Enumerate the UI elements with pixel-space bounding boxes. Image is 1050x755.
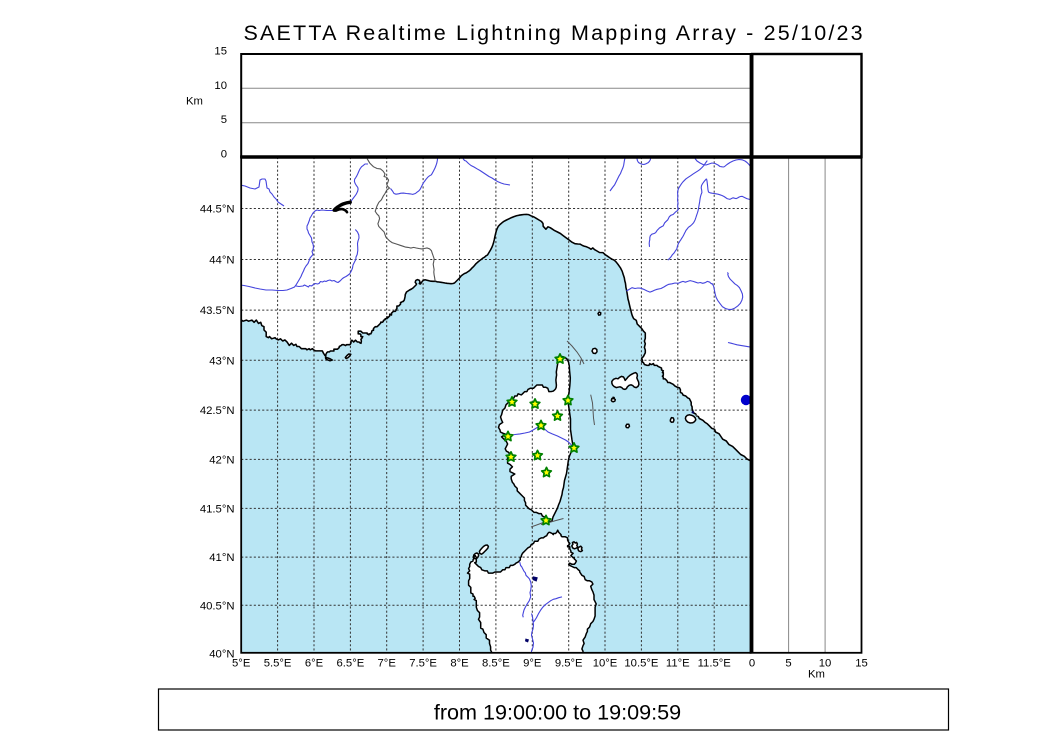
- svg-text:10: 10: [214, 80, 227, 92]
- svg-text:43°N: 43°N: [209, 355, 234, 367]
- svg-text:6°E: 6°E: [305, 658, 324, 670]
- svg-text:SAETTA Realtime Lightning Mapp: SAETTA Realtime Lightning Mapping Array …: [244, 21, 865, 45]
- svg-text:44.5°N: 44.5°N: [200, 204, 235, 216]
- svg-text:5: 5: [785, 658, 791, 670]
- svg-text:Km: Km: [808, 669, 825, 681]
- svg-text:5°E: 5°E: [232, 658, 251, 670]
- svg-text:from 19:00:00 to 19:09:59: from 19:00:00 to 19:09:59: [434, 700, 681, 725]
- svg-text:6.5°E: 6.5°E: [337, 658, 365, 670]
- svg-text:10.5°E: 10.5°E: [624, 658, 659, 670]
- svg-text:41.5°N: 41.5°N: [200, 504, 235, 516]
- svg-text:40°N: 40°N: [209, 648, 234, 660]
- svg-text:11°E: 11°E: [666, 658, 690, 670]
- svg-text:8.5°E: 8.5°E: [482, 658, 510, 670]
- svg-text:10: 10: [819, 658, 832, 670]
- svg-text:0: 0: [749, 658, 755, 670]
- svg-text:0: 0: [221, 149, 227, 161]
- svg-text:43.5°N: 43.5°N: [200, 305, 235, 317]
- svg-text:44°N: 44°N: [209, 255, 234, 267]
- svg-text:8°E: 8°E: [450, 658, 469, 670]
- svg-text:11.5°E: 11.5°E: [698, 658, 732, 670]
- svg-text:9°E: 9°E: [523, 658, 542, 670]
- svg-text:5: 5: [221, 114, 227, 126]
- svg-text:40.5°N: 40.5°N: [200, 600, 235, 612]
- svg-text:42°N: 42°N: [209, 455, 234, 467]
- svg-text:15: 15: [855, 658, 868, 670]
- svg-text:15: 15: [214, 46, 227, 58]
- svg-text:5.5°E: 5.5°E: [264, 658, 292, 670]
- svg-text:41°N: 41°N: [209, 552, 234, 564]
- svg-text:9.5°E: 9.5°E: [555, 658, 583, 670]
- svg-text:10°E: 10°E: [593, 658, 618, 670]
- svg-text:7.5°E: 7.5°E: [409, 658, 437, 670]
- svg-text:7°E: 7°E: [378, 658, 397, 670]
- svg-text:42.5°N: 42.5°N: [200, 405, 235, 417]
- svg-text:Km: Km: [186, 96, 203, 108]
